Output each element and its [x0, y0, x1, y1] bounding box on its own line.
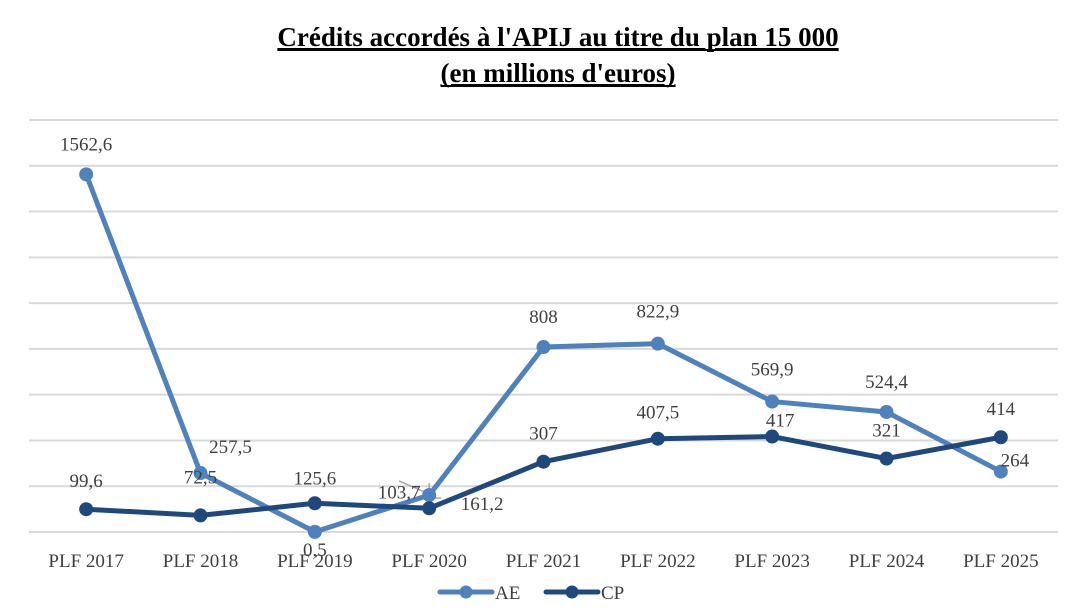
legend-label: CP: [601, 583, 624, 604]
data-label-cp: 417: [766, 411, 795, 432]
legend-dot-marker-icon: [459, 585, 473, 599]
data-label-ae: 257,5: [209, 437, 252, 458]
data-label-cp: 125,6: [293, 468, 336, 489]
leader-line-cp: [398, 480, 428, 494]
data-label-ae: 1562,6: [60, 134, 112, 155]
data-label-ae: 524,4: [865, 372, 908, 393]
data-point-ae: [536, 340, 551, 355]
data-point-ae: [422, 488, 437, 503]
data-point-ae: [650, 336, 665, 351]
data-point-cp: [422, 501, 437, 516]
x-tick-label: PLF 2023: [734, 551, 810, 572]
data-point-cp: [79, 502, 94, 517]
data-label-cp: 307: [529, 424, 558, 445]
x-tick-label: PLF 2021: [506, 551, 582, 572]
data-point-cp: [993, 430, 1008, 445]
data-point-cp: [765, 429, 780, 444]
data-label-cp: 407,5: [636, 403, 679, 424]
data-label-ae: 808: [529, 307, 558, 328]
data-label-ae: 822,9: [636, 302, 679, 323]
data-point-cp: [536, 454, 551, 469]
chart-title: Crédits accordés à l'APIJ au titre du pl…: [277, 22, 838, 52]
data-point-cp: [193, 508, 208, 523]
legend-item-cp[interactable]: CP: [543, 583, 624, 604]
data-point-ae: [193, 466, 208, 481]
legend-item-ae[interactable]: AE: [437, 583, 520, 604]
data-label-cp: 99,6: [70, 471, 103, 492]
gridlines: [29, 119, 1058, 533]
chart-title-group: Crédits accordés à l'APIJ au titre du pl…: [277, 22, 839, 88]
chart-subtitle: (en millions d'euros): [440, 58, 675, 88]
x-tick-label: PLF 2022: [620, 551, 696, 572]
data-point-ae: [993, 464, 1008, 479]
legend-dot-marker-icon: [565, 585, 579, 599]
data-point-ae: [79, 167, 94, 182]
data-labels: 1562,6 257,5 0,5 161,2 808 822,9 569,9 524,4 264…: [60, 134, 1030, 561]
x-tick-label: PLF 2017: [48, 551, 124, 572]
data-point-ae: [879, 404, 894, 419]
data-label-ae: 0,5: [303, 540, 327, 561]
data-point-cp: [879, 451, 894, 466]
data-label-cp: 321: [872, 421, 901, 442]
data-point-ae: [765, 394, 780, 409]
data-point-ae: [307, 524, 322, 539]
data-label-ae: 264: [1001, 451, 1030, 472]
legend[interactable]: AE CP: [437, 583, 624, 604]
data-point-cp: [307, 496, 322, 511]
legend-label: AE: [495, 583, 520, 604]
data-label-ae: 161,2: [461, 494, 504, 515]
x-tick-label: PLF 2020: [391, 551, 467, 572]
x-axis-tick-labels: PLF 2017 PLF 2018 PLF 2019 PLF 2020 PLF 2021…: [48, 551, 1038, 572]
data-label-cp: 414: [987, 399, 1016, 420]
data-point-cp: [650, 431, 665, 446]
data-label-cp: 103,7: [378, 482, 421, 503]
series-points: [79, 167, 1008, 539]
data-label-ae: 569,9: [751, 360, 794, 381]
x-tick-label: PLF 2025: [963, 551, 1039, 572]
x-tick-label: PLF 2019: [277, 551, 353, 572]
x-tick-label: PLF 2024: [849, 551, 925, 572]
x-tick-label: PLF 2018: [163, 551, 239, 572]
data-label-cp: 72,5: [184, 467, 217, 488]
